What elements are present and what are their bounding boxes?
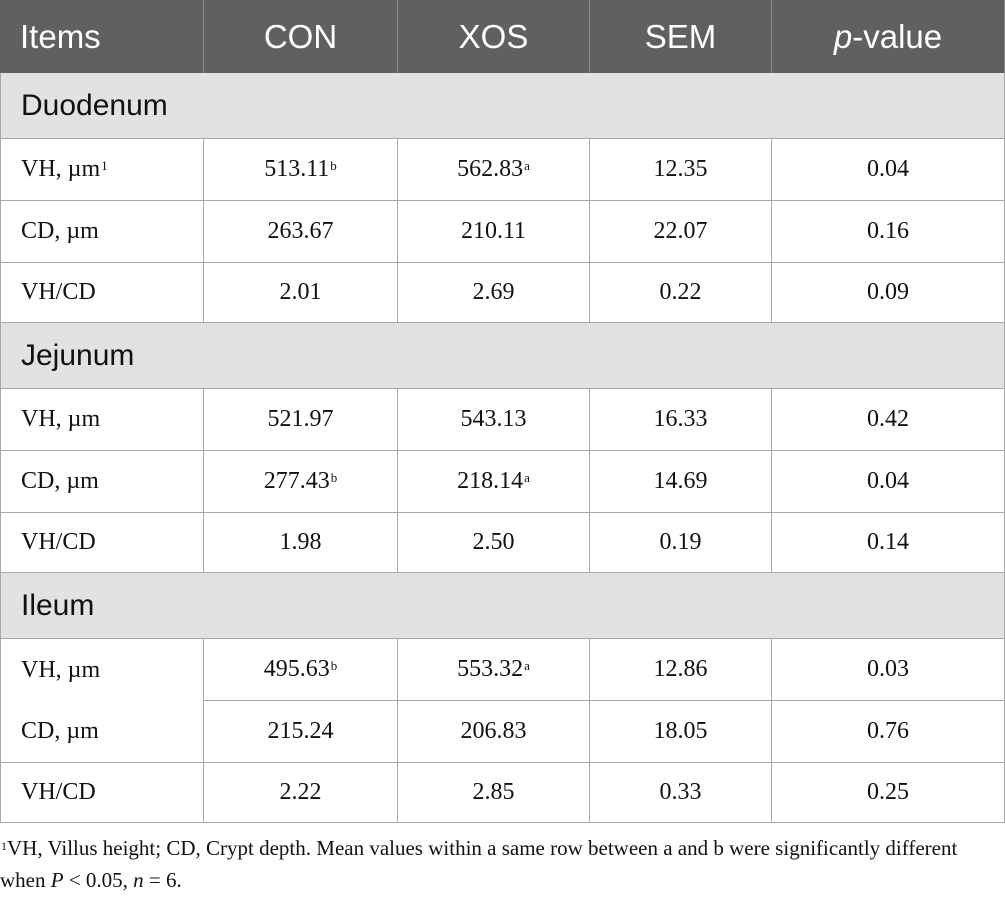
- row-label: VH, µm 1: [0, 139, 204, 201]
- data-cell: 0.14: [772, 513, 1005, 573]
- data-cell: 14.69: [590, 451, 772, 513]
- cell-text: VH, µm: [21, 156, 101, 182]
- data-cell: 0.16: [772, 201, 1005, 263]
- data-cell: 0.09: [772, 263, 1005, 323]
- data-cell: 263.67: [204, 201, 398, 263]
- superscript: a: [524, 157, 530, 173]
- data-cell: 0.33: [590, 763, 772, 823]
- data-cell: 22.07: [590, 201, 772, 263]
- data-cell: 2.50: [398, 513, 590, 573]
- section-title: Duodenum: [0, 73, 1005, 139]
- row-label: CD, µm: [0, 201, 204, 263]
- data-cell: 215.24: [204, 701, 398, 763]
- superscript: b: [330, 657, 338, 673]
- footnote-italic: n: [133, 868, 144, 892]
- superscript: a: [524, 469, 530, 485]
- data-cell: 2.01: [204, 263, 398, 323]
- data-cell: 277.43 b: [204, 451, 398, 513]
- section-title: Ileum: [0, 573, 1005, 639]
- superscript: b: [330, 469, 338, 485]
- footnote-marker: 1: [1, 839, 7, 853]
- row-label: CD, µm: [0, 701, 204, 763]
- footnote-text: < 0.05,: [63, 868, 134, 892]
- header-cell: SEM: [590, 0, 772, 73]
- header-cell: Items: [0, 0, 204, 73]
- header-cell: XOS: [398, 0, 590, 73]
- footnote-text: = 6.: [143, 868, 182, 892]
- superscript: a: [524, 657, 530, 673]
- data-cell: 12.35: [590, 139, 772, 201]
- data-cell: 0.19: [590, 513, 772, 573]
- row-label: VH/CD: [0, 513, 204, 573]
- italic-text: p: [833, 17, 853, 55]
- data-cell: 0.42: [772, 389, 1005, 451]
- data-cell: 16.33: [590, 389, 772, 451]
- data-cell: 0.22: [590, 263, 772, 323]
- data-cell: 18.05: [590, 701, 772, 763]
- data-cell: 0.03: [772, 639, 1005, 701]
- cell-text: 562.83: [457, 156, 524, 182]
- data-cell: 12.86: [590, 639, 772, 701]
- cell-text: 218.14: [457, 468, 524, 494]
- cell-text: 513.11: [264, 156, 330, 182]
- data-cell: 513.11 b: [204, 139, 398, 201]
- data-cell: 1.98: [204, 513, 398, 573]
- data-cell: 0.04: [772, 451, 1005, 513]
- data-cell: 562.83 a: [398, 139, 590, 201]
- superscript: 1: [101, 157, 108, 173]
- row-label: VH/CD: [0, 763, 204, 823]
- data-cell: 0.25: [772, 763, 1005, 823]
- data-cell: 206.83: [398, 701, 590, 763]
- header-cell: CON: [204, 0, 398, 73]
- row-label: VH, µm: [0, 639, 204, 701]
- data-cell: 2.22: [204, 763, 398, 823]
- cell-text: -value: [852, 17, 943, 55]
- data-cell: 0.76: [772, 701, 1005, 763]
- data-cell: 2.69: [398, 263, 590, 323]
- row-label: CD, µm: [0, 451, 204, 513]
- row-label: VH, µm: [0, 389, 204, 451]
- footnote-italic: P: [50, 868, 64, 892]
- row-label: VH/CD: [0, 263, 204, 323]
- data-cell: 2.85: [398, 763, 590, 823]
- data-cell: 495.63 b: [204, 639, 398, 701]
- header-cell: p -value: [772, 0, 1005, 73]
- cell-text: 495.63: [263, 656, 330, 682]
- superscript: b: [330, 157, 337, 173]
- data-cell: 210.11: [398, 201, 590, 263]
- data-cell: 553.32 a: [398, 639, 590, 701]
- data-cell: 0.04: [772, 139, 1005, 201]
- footnote-text: VH, Villus height; CD, Crypt depth. Mean…: [0, 836, 958, 892]
- cell-text: 277.43: [263, 468, 330, 494]
- data-cell: 218.14 a: [398, 451, 590, 513]
- section-title: Jejunum: [0, 323, 1005, 389]
- data-cell: 521.97: [204, 389, 398, 451]
- footnote: 1VH, Villus height; CD, Crypt depth. Mea…: [0, 832, 1000, 896]
- data-cell: 543.13: [398, 389, 590, 451]
- cell-text: 553.32: [457, 656, 524, 682]
